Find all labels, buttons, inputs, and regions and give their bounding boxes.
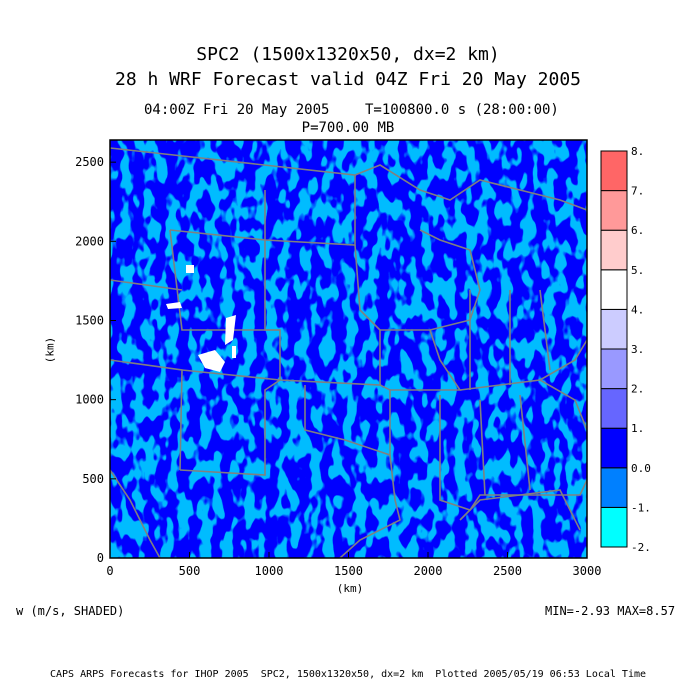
y-tick-label: 2000 (75, 234, 104, 248)
footer: CAPS ARPS Forecasts for IHOP 2005 SPC2, … (49, 669, 647, 680)
colorbar-label: 7. (631, 185, 644, 198)
colorbar-bin (600, 427, 628, 469)
y-tick-label: 1500 (75, 314, 104, 328)
colorbar-label: -2. (631, 541, 651, 554)
state-boundaries (110, 147, 587, 558)
y-tick-label: 1000 (75, 393, 104, 407)
field-label: w (m/s, SHADED) (16, 604, 125, 618)
x-axis-label: (km) (336, 582, 364, 595)
colorbar-label: 3. (631, 343, 644, 356)
x-tick-label: 3000 (573, 564, 602, 578)
min-max-label: MIN=-2.93 MAX=8.57 (545, 604, 676, 618)
colorbar-bin (600, 190, 628, 231)
y-tick-label: 500 (82, 472, 104, 486)
forecast-seconds: T=100800.0 s (28:00:00) (365, 102, 559, 118)
colorbar-bin (600, 269, 628, 310)
x-tick-label: 2000 (414, 564, 443, 578)
x-tick-label: 1500 (334, 564, 363, 578)
colorbar-label: 5. (631, 264, 644, 277)
x-tick-label: 500 (179, 564, 201, 578)
title-line2: 28 h WRF Forecast valid 04Z Fri 20 May 2… (115, 69, 581, 90)
colorbar-label: 1. (631, 422, 644, 435)
title-line1: SPC2 (1500x1320x50, dx=2 km) (196, 44, 500, 65)
colorbar-bin (600, 308, 628, 350)
colorbar-bin (600, 229, 628, 271)
y-axis-label: (km) (43, 336, 57, 364)
colorbar-bin (600, 348, 628, 390)
colorbar-bin (600, 467, 628, 508)
updraft-regions (166, 265, 236, 372)
x-tick-label: 1000 (255, 564, 284, 578)
colorbar-bin (600, 150, 628, 192)
colorbar-label: 2. (631, 383, 644, 396)
colorbar-label: 6. (631, 224, 644, 237)
x-tick-label: 2500 (493, 564, 522, 578)
y-tick-label: 2500 (75, 155, 104, 169)
colorbar-bin (600, 388, 628, 429)
colorbar-label: 0.0 (631, 462, 651, 475)
w-field-map (110, 140, 587, 558)
colorbar-label: 8. (631, 145, 644, 158)
colorbar-label: 4. (631, 303, 644, 316)
colorbar-bin (600, 506, 628, 548)
colorbar-label: -1. (631, 501, 651, 514)
y-tick-label: 0 (97, 551, 104, 565)
map-texture (110, 140, 587, 558)
x-tick-label: 0 (106, 564, 113, 578)
valid-time: 04:00Z Fri 20 May 2005 (144, 102, 330, 118)
pressure-level: P=700.00 MB (301, 120, 395, 136)
